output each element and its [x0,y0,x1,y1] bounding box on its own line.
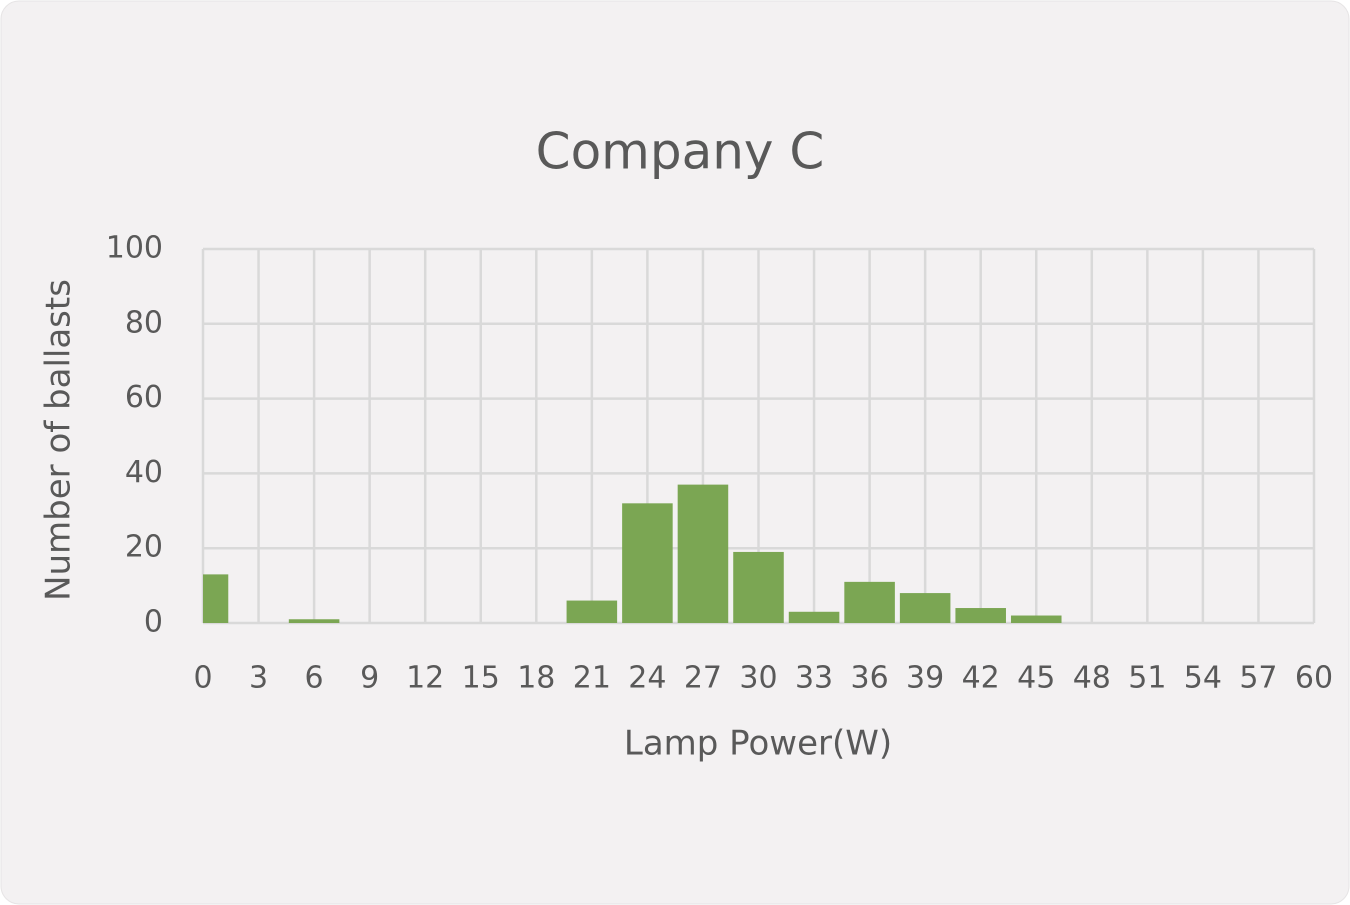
y-tick-label: 100 [106,231,163,266]
x-tick-label: 21 [573,661,611,696]
x-tick-label: 0 [193,661,212,696]
y-axis-title: Number of ballasts [39,279,79,601]
bar [899,593,951,623]
x-tick-label: 18 [517,661,555,696]
grid [201,247,1316,625]
y-tick-label: 80 [125,305,163,340]
x-tick-label: 30 [739,661,777,696]
x-tick-label: 36 [851,661,889,696]
bar [288,619,340,623]
x-tick-label: 48 [1073,661,1111,696]
y-tick-label: 60 [125,380,163,415]
x-tick-label: 3 [249,661,268,696]
chart-title: Company C [536,123,825,181]
x-tick-label: 60 [1295,661,1333,696]
bar [955,608,1006,623]
bar [677,484,729,623]
x-tick-label: 51 [1128,661,1166,696]
x-tick-label: 57 [1239,661,1277,696]
y-tick-label: 40 [125,455,163,490]
x-tick-label: 15 [462,661,500,696]
x-tick-label: 27 [684,661,722,696]
bar [203,574,229,623]
x-tick-label: 39 [906,661,944,696]
x-tick-label: 24 [628,661,666,696]
bar [788,611,840,623]
bars [203,484,1062,623]
bar [622,503,673,623]
bar [733,551,784,623]
x-tick-label: 33 [795,661,833,696]
y-tick-label: 20 [125,530,163,565]
x-tick-label: 54 [1184,661,1222,696]
x-tick-label: 6 [305,661,324,696]
y-tick-label: 0 [144,605,163,640]
x-axis-title: Lamp Power(W) [624,724,892,764]
x-tick-label: 12 [406,661,444,696]
bar [1010,615,1062,623]
bar [566,600,618,623]
x-tick-label: 45 [1017,661,1055,696]
bar [844,581,895,623]
x-tick-label: 9 [360,661,379,696]
x-tick-label: 42 [962,661,1000,696]
